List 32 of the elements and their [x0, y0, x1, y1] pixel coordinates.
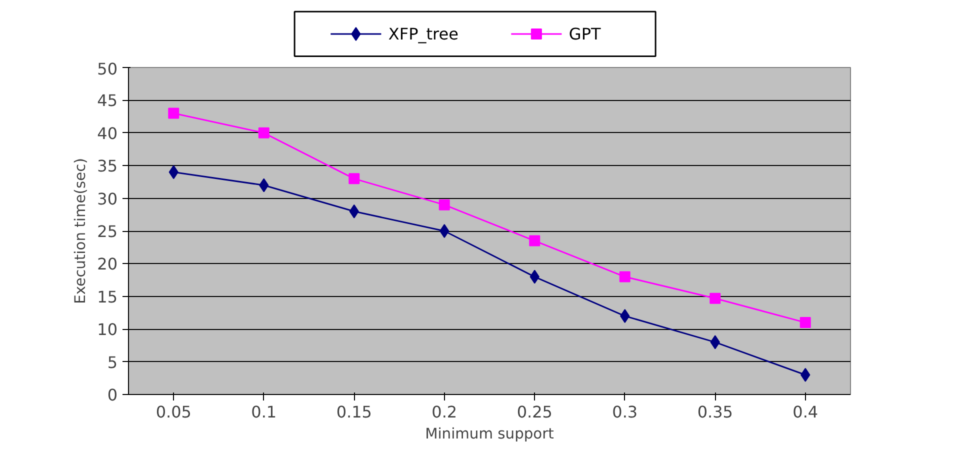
point — [168, 108, 180, 119]
y-tick-label: 15 — [97, 287, 118, 306]
y-tick-label: 40 — [97, 124, 118, 143]
y-tick-label: 45 — [97, 91, 118, 110]
y-tick-label: 35 — [97, 156, 118, 176]
point — [440, 224, 450, 238]
x-tick-label: 0.1 — [251, 402, 277, 422]
x-tick-label: 0.2 — [432, 402, 458, 422]
y-tick-label: 50 — [97, 60, 118, 78]
legend-label: GPT — [568, 24, 601, 44]
y-tick-label: 25 — [97, 222, 118, 241]
point — [710, 292, 721, 304]
x-tick-label: 0.05 — [156, 402, 192, 422]
x-tick-label: 0.4 — [792, 402, 818, 422]
legend-label: XFP_tree — [388, 24, 458, 44]
y-axis-title: Execution time(sec) — [72, 158, 90, 304]
point — [529, 235, 540, 246]
x-tick-label: 0.25 — [516, 402, 552, 422]
point — [800, 317, 811, 328]
y-tick-label: 30 — [97, 189, 118, 208]
x-tick-label: 0.15 — [336, 402, 372, 422]
y-tick-label: 10 — [97, 320, 118, 340]
point — [258, 127, 270, 138]
x-tick-label: 0.3 — [612, 402, 638, 422]
point — [348, 173, 360, 184]
x-tick-label: 0.35 — [697, 402, 733, 422]
point — [619, 271, 630, 282]
point — [438, 199, 450, 210]
y-tick-label: 0 — [107, 386, 118, 404]
y-tick-label: 5 — [107, 352, 118, 372]
x-axis-title: Minimum support — [425, 426, 554, 442]
y-tick-label: 20 — [97, 254, 118, 274]
